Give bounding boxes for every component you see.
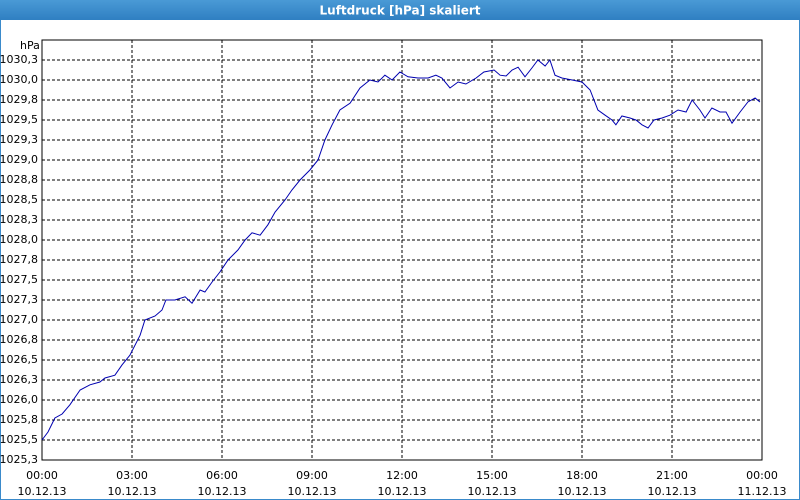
y-tick-label: 1027,0 <box>0 313 38 326</box>
x-tick-label: 03:00 <box>116 469 148 482</box>
y-tick-label: 1027,5 <box>0 273 38 286</box>
y-tick-label: 1025,3 <box>0 453 38 466</box>
y-tick-label: 1028,0 <box>0 233 38 246</box>
x-tick-label: 09:00 <box>296 469 328 482</box>
x-tick-date: 10.12.13 <box>558 485 607 498</box>
x-tick-label: 00:00 <box>746 469 778 482</box>
x-tick-date: 10.12.13 <box>468 485 517 498</box>
y-tick-label: 1030,0 <box>0 73 38 86</box>
y-tick-label: 1029,0 <box>0 153 38 166</box>
y-tick-label: 1026,5 <box>0 353 38 366</box>
y-tick-label: 1025,8 <box>0 413 38 426</box>
y-tick-label: 1026,8 <box>0 333 38 346</box>
data-line <box>41 58 761 441</box>
x-tick-label: 12:00 <box>386 469 418 482</box>
x-tick-date: 10.12.13 <box>18 485 67 498</box>
x-tick-date: 10.12.13 <box>648 485 697 498</box>
x-tick-label: 15:00 <box>476 469 508 482</box>
title-bar <box>0 0 800 20</box>
y-tick-label: 1029,3 <box>0 133 38 146</box>
x-tick-date: 11.12.13 <box>738 485 787 498</box>
y-tick-label: 1028,3 <box>0 213 38 226</box>
y-tick-label: 1025,5 <box>0 433 38 446</box>
x-tick-date: 10.12.13 <box>108 485 157 498</box>
x-tick-date: 10.12.13 <box>288 485 337 498</box>
y-tick-label: 1027,8 <box>0 253 38 266</box>
y-tick-label: 1028,8 <box>0 173 38 186</box>
y-tick-label: 1029,8 <box>0 93 38 106</box>
x-tick-label: 18:00 <box>566 469 598 482</box>
x-tick-label: 00:00 <box>26 469 58 482</box>
y-tick-label: 1028,5 <box>0 193 38 206</box>
x-tick-date: 10.12.13 <box>378 485 427 498</box>
y-tick-label: 1026,3 <box>0 373 38 386</box>
y-axis-label: hPa <box>20 39 40 52</box>
y-tick-label: 1029,5 <box>0 113 38 126</box>
y-tick-label: 1027,3 <box>0 293 38 306</box>
chart-title: Luftdruck [hPa] skaliert <box>320 4 481 18</box>
x-tick-label: 06:00 <box>206 469 238 482</box>
y-tick-label: 1026,0 <box>0 393 38 406</box>
plot-border <box>41 39 763 461</box>
x-tick-date: 10.12.13 <box>198 485 247 498</box>
y-tick-label: 1030,3 <box>0 53 38 66</box>
x-tick-label: 21:00 <box>656 469 688 482</box>
